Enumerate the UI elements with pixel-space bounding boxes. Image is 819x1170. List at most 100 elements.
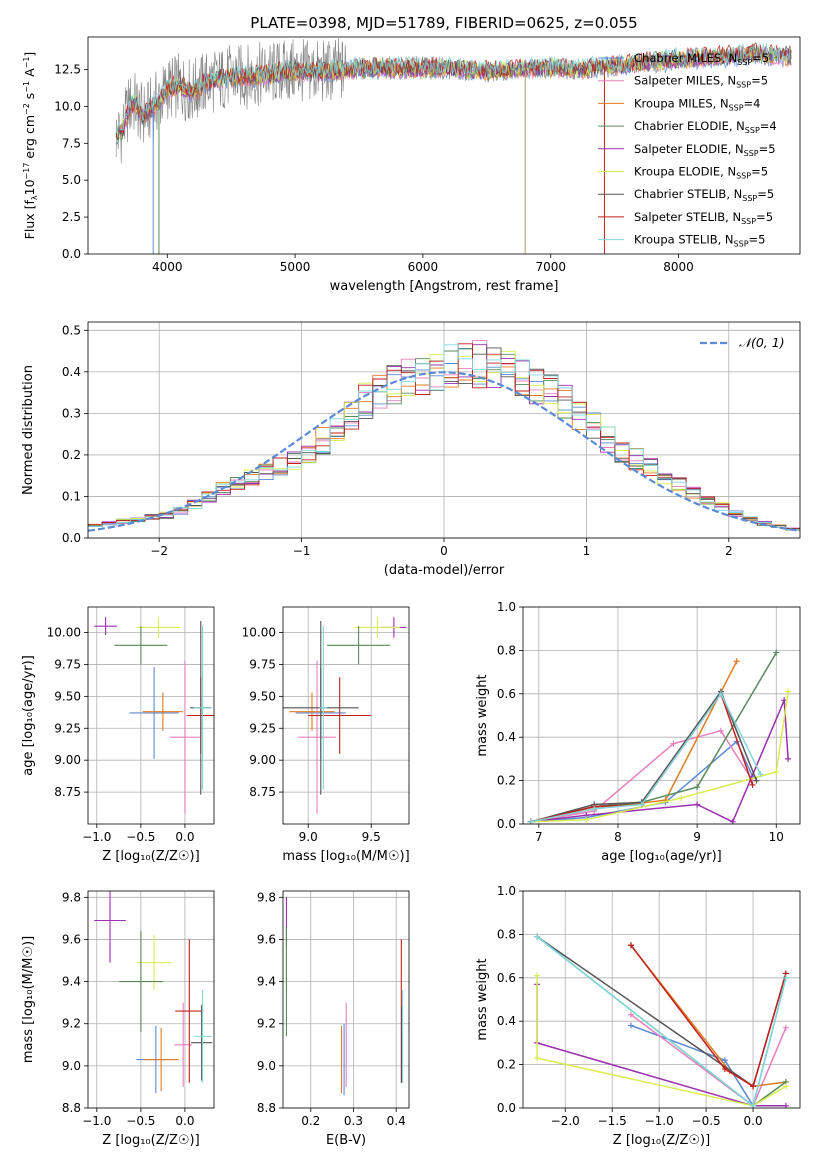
x-axis-label: Z [log₁₀(Z/Z☉)] (613, 1133, 710, 1148)
y-tick-label: 0.0 (62, 531, 81, 545)
axes-frame (87, 606, 215, 825)
x-tick-label: 4000 (152, 260, 183, 274)
y-tick-label: 0.0 (497, 817, 516, 831)
y-tick-label: 9.6 (62, 932, 81, 946)
y-tick-label: 8.8 (62, 1101, 81, 1115)
legend-label: 𝒩(0, 1) (739, 335, 785, 350)
weight-marker (757, 771, 764, 778)
x-tick-label: 9.5 (362, 830, 381, 844)
weight-marker (785, 755, 792, 762)
y-tick-label: 0.4 (497, 730, 516, 744)
spectrum-legend: Chabrier MILES, NSSP=5 Salpeter MILES, NS… (598, 51, 777, 249)
weight-marker (694, 801, 701, 808)
weight-marker (750, 1083, 757, 1090)
y-tick-label: 10.00 (47, 626, 81, 640)
x-tick-label: 1 (583, 544, 591, 558)
x-tick-label: 9 (693, 830, 701, 844)
y-tick-label: 9.25 (249, 721, 276, 735)
panel-weight_vs_Z: −2.0 −1.5 −1.0 −0.5 0.0 0.0 0.2 0.4 0.6 0.8 1.0 Z [… (475, 884, 801, 1148)
x-tick-label: 7 (535, 830, 543, 844)
weight-marker (782, 974, 789, 981)
x-tick-label: −1.0 (645, 1114, 674, 1128)
plot-area (94, 617, 214, 814)
x-axis-label: age [log₁₀(age/yr)] (601, 849, 722, 864)
axes-frame (522, 890, 801, 1109)
weight-line-2 (630, 944, 786, 1088)
panel-age_vs_mass: 9.0 9.5 8.75 9.00 9.25 9.50 9.75 10.00 mass [log… (242, 606, 410, 864)
axes-frame (282, 606, 410, 825)
weight-marker (694, 784, 701, 791)
panel-weight_vs_age: 7 8 9 10 0.0 0.2 0.4 0.6 0.8 1.0 age [log₁₀(age/yr… (475, 600, 801, 864)
plot-area (283, 617, 407, 814)
plot-area (285, 897, 404, 1096)
x-axis-label: (data-model)/error (384, 563, 505, 578)
weight-line-5 (536, 975, 787, 1107)
y-tick-label: 9.2 (257, 1017, 276, 1031)
y-tick-label: 0.1 (62, 489, 81, 503)
axes-frame (87, 321, 801, 539)
axes-frame (282, 890, 410, 1109)
weight-marker (627, 942, 634, 949)
legend-label: Salpeter ELODIE, NSSP=5 (634, 142, 776, 158)
x-tick-label: 0.0 (744, 1114, 763, 1128)
x-tick-label: 0.4 (387, 1114, 406, 1128)
y-tick-label: 10.00 (242, 626, 276, 640)
x-axis-label: mass [log₁₀(M/M☉)] (282, 849, 409, 864)
x-tick-label: 0.3 (344, 1114, 363, 1128)
x-axis-label: wavelength [Angstrom, rest frame] (330, 279, 559, 294)
x-tick-label: −0.5 (126, 830, 155, 844)
y-tick-label: 0.2 (497, 1058, 516, 1072)
y-tick-label: 7.5 (62, 136, 81, 150)
y-axis-label: Flux [fλ10−17 erg cm−2 s−1 A−1] (22, 52, 39, 240)
panel-spectrum: 4000 5000 6000 7000 8000 0.0 2.5 5.0 7.5 10.0 12.5… (22, 36, 801, 294)
y-tick-label: 0.2 (497, 774, 516, 788)
weight-marker (627, 1022, 634, 1029)
weight-marker (717, 727, 724, 734)
y-tick-label: 0.3 (62, 406, 81, 420)
y-tick-label: 8.75 (249, 785, 276, 799)
x-axis-label: Z [log₁₀(Z/Z☉)] (102, 1133, 199, 1148)
y-tick-label: 10.0 (54, 99, 81, 113)
x-tick-label: 0 (440, 544, 448, 558)
weight-line-4 (536, 984, 786, 1107)
legend-label: Chabrier MILES, NSSP=5 (634, 51, 769, 67)
y-tick-label: 0.5 (62, 323, 81, 337)
y-tick-label: 8.8 (257, 1101, 276, 1115)
y-tick-label: 12.5 (54, 62, 81, 76)
x-tick-label: −0.5 (126, 1114, 155, 1128)
legend-label: Chabrier STELIB, NSSP=5 (634, 187, 774, 203)
legend-label: Chabrier ELODIE, NSSP=4 (634, 119, 777, 135)
y-tick-label: 0.2 (62, 448, 81, 462)
x-tick-label: 0.0 (175, 830, 194, 844)
weight-marker (627, 1011, 634, 1018)
legend-label: Kroupa MILES, NSSP=4 (634, 96, 760, 112)
weight-marker (782, 1083, 789, 1090)
model-spectrum-8 (115, 42, 792, 134)
weight-marker (733, 658, 740, 665)
weight-line-2 (530, 660, 738, 823)
legend-label: Salpeter MILES, NSSP=5 (634, 74, 768, 90)
y-tick-label: 0.8 (497, 927, 516, 941)
y-axis-label: mass [log₁₀(M/M☉)] (21, 936, 36, 1063)
weight-marker (583, 816, 590, 823)
plot-area (534, 933, 789, 1108)
weight-line-1 (530, 729, 754, 823)
y-axis-label: Normed distribution (21, 365, 36, 495)
x-tick-label: 8000 (663, 260, 694, 274)
y-tick-label: 0.6 (497, 971, 516, 985)
y-tick-label: 9.4 (62, 975, 81, 989)
y-tick-label: 9.00 (54, 753, 81, 767)
figure-title: PLATE=0398, MJD=51789, FIBERID=0625, z=0… (250, 14, 637, 32)
x-tick-label: 9.0 (299, 830, 318, 844)
plot-area (527, 649, 792, 824)
weight-marker (534, 933, 541, 940)
weight-marker (749, 781, 756, 788)
y-tick-label: 5.0 (62, 173, 81, 187)
y-tick-label: 9.0 (62, 1059, 81, 1073)
x-tick-label: 0.2 (301, 1114, 320, 1128)
axes-frame (87, 36, 801, 255)
x-tick-label: −2 (150, 544, 168, 558)
weight-marker (670, 740, 677, 747)
y-tick-label: 9.8 (62, 890, 81, 904)
